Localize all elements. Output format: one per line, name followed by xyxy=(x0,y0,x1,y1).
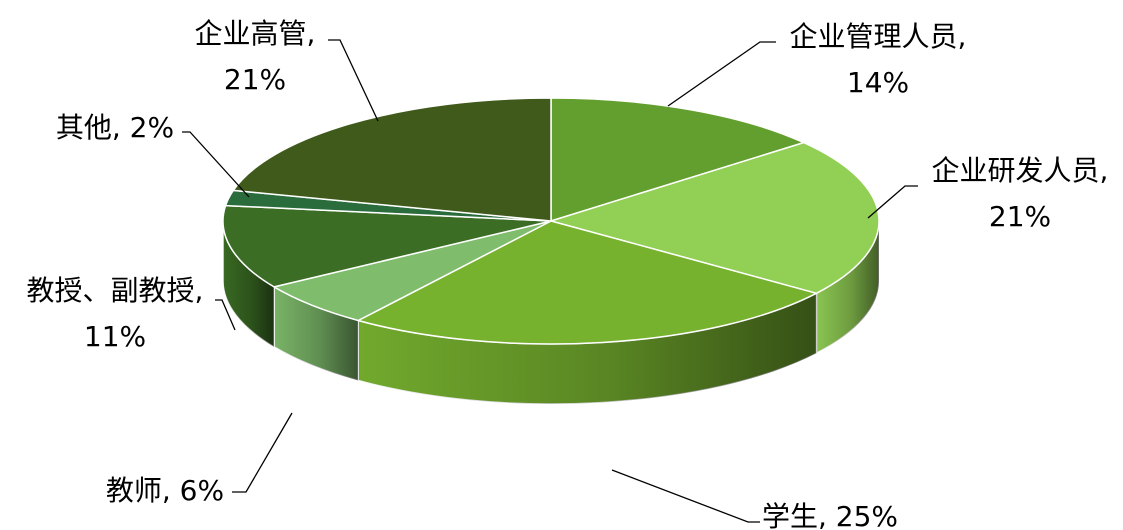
slice-6-top xyxy=(232,97,552,222)
slice-2-side-shade xyxy=(358,293,817,404)
pie-labels: 企业管理人员, 14% 企业研发人员, 21% 学生, 25% 教师, 6% 教授、副教授,… xyxy=(27,17,1109,530)
slice-6-leader-line xyxy=(328,39,379,122)
slice-1-side-shade xyxy=(816,221,879,354)
slice-2-label: 学生, 25% xyxy=(762,500,898,530)
slice-4-leader-line xyxy=(215,299,236,331)
slice-1-leader-line xyxy=(867,185,918,219)
slice-3-label: 教师, 6% xyxy=(106,474,224,507)
slice-4-side-shade xyxy=(223,221,275,347)
slice-2-leader-line xyxy=(611,469,760,523)
pie-top-faces xyxy=(222,97,880,345)
slice-0-label: 企业管理人员, 14% xyxy=(790,20,967,99)
slice-4-label: 教授、副教授, 11% xyxy=(27,274,204,353)
slice-3-leader-line xyxy=(232,412,293,493)
slice-5-leader-line xyxy=(182,131,250,198)
slice-6-label: 企业高管, 21% xyxy=(195,17,316,96)
slice-5-label: 其他, 2% xyxy=(56,111,174,144)
slice-2-top xyxy=(357,220,818,345)
slice-4-top xyxy=(222,204,552,288)
pie-side-walls xyxy=(222,220,880,405)
slice-3-side-shade xyxy=(274,286,359,381)
slice-0-top xyxy=(550,97,805,222)
slice-1-label: 企业研发人员, 21% xyxy=(932,154,1109,233)
slice-3-top xyxy=(273,220,552,322)
slice-0-leader-line xyxy=(667,41,776,107)
slice-1-top xyxy=(550,141,880,295)
